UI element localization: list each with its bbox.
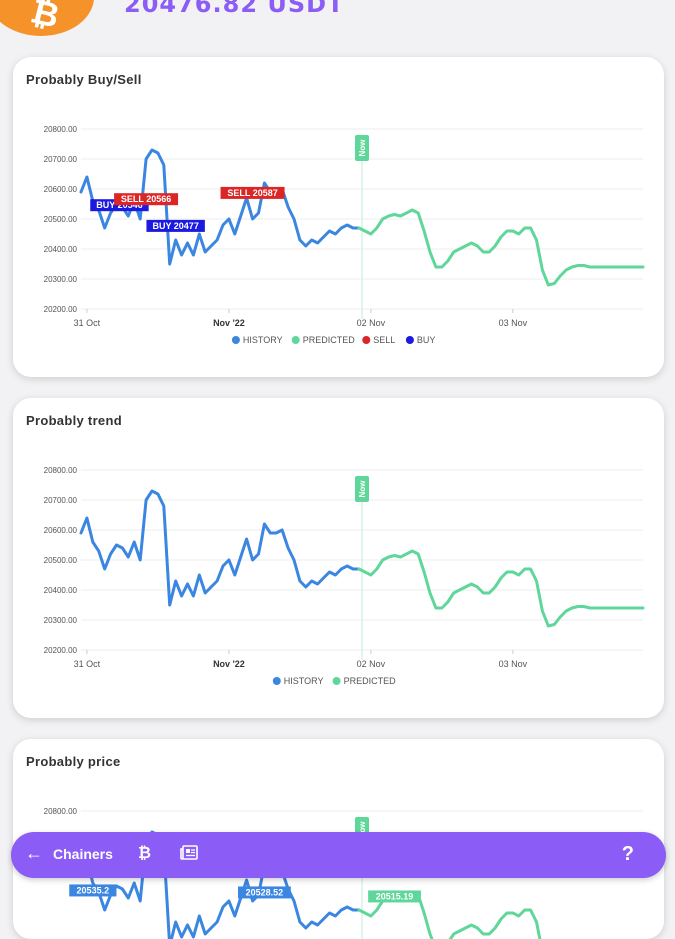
- card-title: Probably price: [26, 754, 121, 769]
- y-tick-label: 20700.00: [44, 496, 78, 505]
- header: ₿ 20476.82 USDT: [0, 0, 675, 50]
- annotation-price-predicted: 20515.19: [368, 890, 421, 903]
- y-tick-label: 20200.00: [44, 646, 78, 655]
- y-tick-label: 20500.00: [44, 556, 78, 565]
- annotation-sell: SELL 20587: [220, 186, 285, 199]
- x-tick-label: 03 Nov: [499, 659, 528, 669]
- bitcoin-logo-icon: ₿: [0, 0, 94, 36]
- y-tick-label: 20800.00: [44, 807, 78, 816]
- legend-marker: [272, 677, 281, 685]
- legend-marker: [332, 677, 341, 685]
- annotation-label: 20528.52: [246, 887, 284, 897]
- x-tick-label: 03 Nov: [499, 318, 528, 328]
- legend-marker: [405, 336, 414, 344]
- card-title: Probably trend: [26, 413, 122, 428]
- annotation-bg: [368, 890, 421, 903]
- x-tick-label: 31 Oct: [74, 659, 101, 669]
- annotation-label: SELL 20587: [227, 188, 277, 198]
- trend-chart: 20800.00 20700.00 20600.00 20500.00 20400.00…: [44, 466, 645, 686]
- now-tag-bg: [355, 135, 369, 161]
- buy-sell-card: Probably Buy/Sell 20800.00 20700.00 20600.…: [13, 57, 664, 377]
- trend-card: Probably trend 20800.00 20700.00 20600.00 2…: [13, 398, 664, 718]
- annotation-price: 20535.2: [69, 884, 117, 897]
- y-tick-label: 20800.00: [44, 466, 78, 475]
- series-line-history: [79, 489, 361, 607]
- x-tick-label: 02 Nov: [357, 659, 386, 669]
- back-arrow-icon[interactable]: ←: [25, 843, 43, 863]
- annotation-bg: [69, 884, 117, 897]
- y-tick-label: 20300.00: [44, 616, 78, 625]
- y-tick-label: 20600.00: [44, 526, 78, 535]
- bitcoin-logo-glyph: ₿: [27, 0, 64, 36]
- annotation-bg: [220, 186, 285, 199]
- help-icon[interactable]: ?: [621, 843, 634, 865]
- annotation-bg: [146, 219, 205, 232]
- now-tag-label: Now: [358, 480, 367, 498]
- x-tick-label: 02 Nov: [357, 318, 386, 328]
- legend-item-sell: SELL: [373, 335, 395, 345]
- now-tag-label: Now: [358, 139, 367, 157]
- y-tick-label: 20400.00: [44, 245, 78, 254]
- annotation-price: 20528.52: [237, 886, 291, 899]
- annotation-label: SELL 20566: [121, 194, 171, 204]
- legend-marker: [362, 336, 371, 344]
- news-icon[interactable]: [180, 845, 198, 866]
- legend-item-predicted: PREDICTED: [344, 676, 397, 686]
- series-line-history: [79, 148, 361, 266]
- current-price: 20476.82 USDT: [124, 0, 345, 18]
- annotation-label: 20535.2: [77, 885, 110, 895]
- series-line-predicted: [357, 208, 645, 287]
- y-tick-label: 20400.00: [44, 586, 78, 595]
- y-tick-label: 20700.00: [44, 155, 78, 164]
- annotation-label: 20515.19: [376, 891, 414, 901]
- card-title: Probably Buy/Sell: [26, 72, 142, 87]
- legend-item-predicted: PREDICTED: [303, 335, 356, 345]
- bottom-nav-bar: ← Chainers ₿ ?: [11, 832, 666, 878]
- bitcoin-icon[interactable]: ₿: [138, 845, 152, 862]
- y-tick-label: 20600.00: [44, 185, 78, 194]
- x-tick-label: 31 Oct: [74, 318, 101, 328]
- y-tick-label: 20200.00: [44, 305, 78, 314]
- annotation-label: BUY 20477: [152, 221, 198, 231]
- legend-marker: [231, 336, 240, 344]
- legend-item-history: HISTORY: [284, 676, 324, 686]
- annotation-buy: BUY 20477: [146, 219, 205, 232]
- buy-sell-chart: 20800.00 20700.00 20600.00 20500.00 20400.00…: [44, 125, 645, 345]
- legend-item-history: HISTORY: [243, 335, 283, 345]
- annotation-sell: SELL 20566: [114, 193, 179, 206]
- annotation-bg: [114, 193, 179, 206]
- x-tick-label: Nov '22: [213, 318, 245, 328]
- now-tag: Now: [355, 135, 369, 161]
- y-tick-label: 20500.00: [44, 215, 78, 224]
- now-tag: Now: [355, 476, 369, 502]
- y-tick-label: 20800.00: [44, 125, 78, 134]
- legend-marker: [291, 336, 300, 344]
- x-tick-label: Nov '22: [213, 659, 245, 669]
- legend-item-buy: BUY: [417, 335, 436, 345]
- annotation-bg: [237, 886, 291, 899]
- series-line-predicted: [357, 549, 645, 628]
- now-tag-bg: [355, 476, 369, 502]
- now-tag-label: Now: [358, 821, 367, 839]
- y-tick-label: 20300.00: [44, 275, 78, 284]
- chainers-link[interactable]: Chainers: [53, 846, 113, 862]
